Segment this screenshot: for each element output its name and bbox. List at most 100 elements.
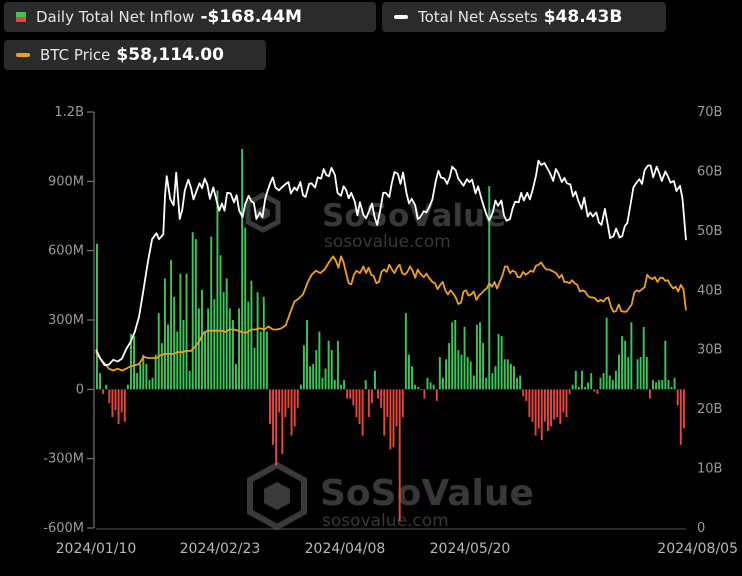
inflow-bar bbox=[287, 389, 290, 408]
inflow-bar bbox=[302, 345, 305, 390]
inflow-bar bbox=[407, 354, 410, 390]
inflow-bar bbox=[225, 278, 228, 390]
legend-inflow-label: Daily Total Net Inflow bbox=[36, 8, 195, 26]
inflow-bar bbox=[154, 354, 157, 390]
inflow-bar bbox=[531, 389, 534, 422]
y-right-tick-label: 0 bbox=[697, 521, 705, 536]
inflow-bar bbox=[129, 333, 132, 390]
x-axis: 2024/01/10 2024/02/23 2024/04/08 2024/05/20… bbox=[56, 528, 738, 557]
inflow-bar bbox=[268, 389, 271, 424]
inflow-bar bbox=[99, 373, 102, 390]
inflow-bar bbox=[96, 243, 98, 390]
inflow-bar bbox=[275, 389, 278, 466]
legend-btc[interactable]: BTC Price $58,114.00 bbox=[4, 40, 266, 70]
inflow-bar bbox=[370, 389, 373, 404]
inflow-bar bbox=[670, 387, 673, 390]
inflow-bar bbox=[543, 389, 546, 422]
inflow-bar bbox=[599, 377, 602, 390]
inflow-bar bbox=[238, 308, 241, 390]
inflow-bar bbox=[207, 308, 210, 390]
inflow-bar bbox=[550, 389, 552, 427]
inflow-bar bbox=[148, 380, 151, 390]
inflow-bar bbox=[160, 343, 163, 390]
inflow-bar bbox=[571, 384, 574, 390]
inflow-bar bbox=[290, 389, 293, 436]
inflow-bar bbox=[621, 336, 624, 390]
inflow-bar bbox=[611, 380, 614, 390]
inflow-bar bbox=[386, 389, 389, 418]
inflow-bar bbox=[426, 377, 429, 390]
inflow-bar bbox=[593, 389, 596, 392]
btc-legend-icon bbox=[16, 53, 30, 57]
legend-inflow[interactable]: Daily Total Net Inflow -$168.44M bbox=[4, 2, 376, 32]
inflow-bar bbox=[333, 380, 336, 390]
watermark-bottom-url: sosovalue.com bbox=[322, 511, 449, 531]
inflow-bar bbox=[630, 322, 633, 390]
inflow-bar bbox=[667, 380, 670, 390]
inflow-bar bbox=[241, 148, 244, 390]
inflow-bar bbox=[330, 350, 333, 390]
y-axis-right: 70B 60B 50B 40B 30B 20B 10B 0 bbox=[697, 105, 722, 536]
x-tick-label: 2024/04/08 bbox=[305, 541, 386, 557]
inflow-bar bbox=[655, 382, 658, 390]
inflow-bar bbox=[596, 389, 599, 394]
inflow-bar bbox=[346, 389, 349, 399]
inflow-bar bbox=[262, 296, 265, 390]
inflow-bar bbox=[451, 322, 454, 390]
inflow-bar bbox=[414, 384, 417, 390]
btc-price-line bbox=[95, 255, 687, 372]
inflow-bar bbox=[179, 273, 182, 390]
inflow-bar bbox=[318, 331, 321, 390]
inflow-bar bbox=[163, 278, 166, 390]
inflow-bar bbox=[580, 370, 583, 390]
inflow-bar bbox=[210, 236, 213, 390]
inflow-bar bbox=[574, 370, 577, 390]
inflow-bar bbox=[312, 363, 315, 390]
y-left-tick-label: 1.2B bbox=[54, 105, 84, 120]
legend-btc-value: $58,114.00 bbox=[116, 45, 224, 65]
inflow-bar bbox=[676, 389, 679, 406]
inflow-bar bbox=[349, 389, 352, 399]
inflow-bar bbox=[568, 389, 571, 394]
inflow-bar bbox=[516, 377, 519, 390]
watermark-logo-icon-2 bbox=[247, 461, 307, 531]
inflow-bar bbox=[157, 313, 160, 390]
inflow-bar bbox=[306, 320, 308, 390]
inflow-bar bbox=[503, 359, 506, 390]
inflow-bar bbox=[420, 389, 423, 391]
inflow-bar bbox=[188, 370, 191, 390]
inflow-bar bbox=[469, 361, 472, 390]
inflow-bar bbox=[618, 354, 620, 390]
inflow-bar bbox=[123, 389, 126, 422]
y-left-tick-label: 600M bbox=[48, 244, 84, 259]
y-right-tick-label: 60B bbox=[697, 164, 722, 179]
inflow-bar bbox=[404, 313, 407, 390]
inflow-bars bbox=[96, 148, 685, 522]
inflow-bar bbox=[377, 389, 380, 399]
y-left-tick-label: -600M bbox=[43, 521, 84, 536]
inflow-bar bbox=[562, 389, 565, 413]
inflow-bar bbox=[250, 280, 253, 390]
inflow-bar bbox=[117, 389, 120, 424]
inflow-bar bbox=[540, 389, 543, 441]
inflow-bar bbox=[222, 292, 225, 390]
inflow-bar bbox=[614, 370, 617, 390]
inflow-bar bbox=[457, 350, 460, 390]
legend-assets[interactable]: Total Net Assets $48.43B bbox=[382, 2, 666, 32]
inflow-bar bbox=[500, 336, 503, 390]
y-right-tick-label: 30B bbox=[697, 343, 722, 358]
inflow-bar bbox=[219, 255, 222, 390]
inflow-bar bbox=[525, 389, 528, 401]
inflow-bar bbox=[352, 389, 355, 406]
inflow-bar bbox=[624, 340, 627, 390]
inflow-bar bbox=[652, 380, 654, 390]
inflow-bar bbox=[358, 389, 361, 424]
inflow-bar bbox=[321, 377, 324, 390]
inflow-bar bbox=[673, 377, 676, 390]
inflow-bar bbox=[213, 299, 216, 390]
inflow-bar bbox=[244, 227, 247, 390]
y-right-tick-label: 20B bbox=[697, 402, 722, 417]
inflow-bar bbox=[584, 387, 586, 390]
inflow-bar bbox=[602, 373, 605, 390]
y-left-tick-label: 300M bbox=[48, 313, 84, 328]
